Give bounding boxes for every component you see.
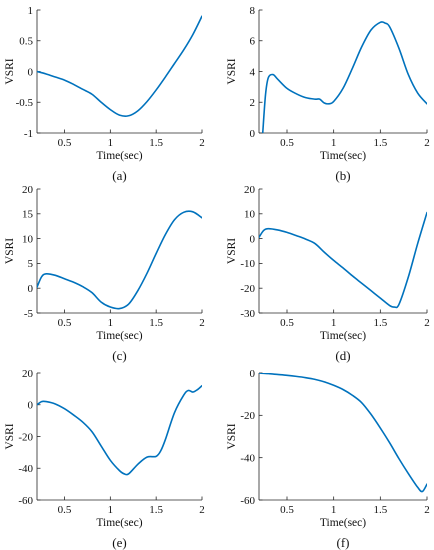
y-tick-label: 8 xyxy=(250,5,256,17)
x-axis-label: Time(sec) xyxy=(320,517,366,529)
y-tick-label: 4 xyxy=(250,66,256,78)
subplot-5: -60 -40 -20 0 20 0.5 1 1.5 2 Time(sec) VSRI (e) xyxy=(4,368,205,550)
y-axis-label: VSRI xyxy=(4,238,16,264)
y-tick-label: 0.5 xyxy=(19,36,33,48)
y-tick-label: 0 xyxy=(250,368,256,380)
x-tick-label: 0.5 xyxy=(280,317,294,329)
x-tick-label: 0.5 xyxy=(58,504,72,516)
x-tick-label: 1 xyxy=(331,137,337,149)
subplot-3: -5 0 5 10 15 20 0.5 1 1.5 2 Time(sec) VSRI (c) xyxy=(4,184,205,363)
y-tick-label: -40 xyxy=(18,463,33,475)
series-line xyxy=(261,21,427,133)
panel-label: (a) xyxy=(112,168,126,183)
x-tick-label: 0.5 xyxy=(280,137,294,149)
y-tick-label: 5 xyxy=(28,258,34,270)
x-axis-label: Time(sec) xyxy=(320,330,366,342)
x-tick-label: 1.5 xyxy=(149,504,163,516)
series-line xyxy=(37,384,202,476)
y-tick-label: -20 xyxy=(240,283,255,295)
x-tick-label: 1.5 xyxy=(149,317,163,329)
panel-label: (f) xyxy=(337,535,350,550)
subplot-1: -1 -0.5 0 0.5 1 0.5 1 1.5 2 Time(sec) VSRI (a) xyxy=(4,5,205,183)
x-tick-label: 1 xyxy=(108,317,114,329)
y-tick-label: -5 xyxy=(24,308,34,320)
y-tick-label: 10 xyxy=(22,233,34,245)
panel-label: (b) xyxy=(335,168,350,183)
y-tick-label: -40 xyxy=(240,452,255,464)
y-tick-label: -0.5 xyxy=(16,97,34,109)
x-tick-label: 1 xyxy=(331,317,337,329)
x-tick-label: 2 xyxy=(424,317,430,329)
x-tick-label: 1.5 xyxy=(373,504,387,516)
y-tick-label: -20 xyxy=(18,431,33,443)
x-tick-label: 2 xyxy=(199,137,205,149)
x-axis-label: Time(sec) xyxy=(96,330,142,342)
y-tick-label: -30 xyxy=(240,308,255,320)
y-tick-label: -60 xyxy=(240,495,255,507)
y-axis-label: VSRI xyxy=(226,423,238,449)
series-line xyxy=(259,211,427,309)
y-tick-label: -60 xyxy=(18,495,33,507)
y-tick-label: 6 xyxy=(250,36,256,48)
subplot-4: -30 -20 -10 0 10 20 0.5 1 1.5 2 Time(sec) VSRI (d) xyxy=(226,184,430,363)
y-axis-label: VSRI xyxy=(226,58,238,84)
y-tick-label: 0 xyxy=(250,128,256,140)
x-tick-label: 1 xyxy=(108,137,114,149)
y-axis-label: VSRI xyxy=(4,58,16,84)
y-tick-label: 2 xyxy=(250,97,256,109)
x-tick-label: 2 xyxy=(424,137,430,149)
x-tick-label: 1 xyxy=(331,504,337,516)
y-tick-label: 0 xyxy=(28,283,34,295)
y-axis-label: VSRI xyxy=(226,238,238,264)
x-tick-label: 2 xyxy=(424,504,430,516)
y-tick-label: 20 xyxy=(22,184,34,196)
x-tick-label: 0.5 xyxy=(280,504,294,516)
x-tick-label: 1.5 xyxy=(149,137,163,149)
x-tick-label: 0.5 xyxy=(58,137,72,149)
x-tick-label: 2 xyxy=(199,504,205,516)
y-tick-label: 1 xyxy=(28,5,34,17)
y-tick-label: 15 xyxy=(22,209,34,221)
x-tick-label: 0.5 xyxy=(58,317,72,329)
x-axis-label: Time(sec) xyxy=(96,517,142,529)
y-tick-label: -1 xyxy=(24,128,33,140)
subplot-2: 0 2 4 6 8 0.5 1 1.5 2 Time(sec) VSRI (b) xyxy=(226,5,430,183)
y-tick-label: -10 xyxy=(240,258,255,270)
y-tick-label: -20 xyxy=(240,410,255,422)
y-tick-label: 10 xyxy=(244,209,256,221)
subplot-6: -60 -40 -20 0 0.5 1 1.5 2 Time(sec) VSRI (f) xyxy=(226,368,430,550)
x-tick-label: 2 xyxy=(199,317,205,329)
x-tick-label: 1 xyxy=(108,504,114,516)
x-tick-label: 1.5 xyxy=(373,317,387,329)
panel-label: (d) xyxy=(335,348,350,363)
y-tick-label: 0 xyxy=(28,400,34,412)
y-tick-label: 0 xyxy=(250,233,256,245)
panel-label: (c) xyxy=(112,348,126,363)
panel-label: (e) xyxy=(112,535,126,550)
series-line xyxy=(37,210,202,310)
y-tick-label: 20 xyxy=(22,368,34,380)
y-axis-label: VSRI xyxy=(4,423,16,449)
x-tick-label: 1.5 xyxy=(373,137,387,149)
series-line xyxy=(259,373,427,493)
y-tick-label: 0 xyxy=(28,66,34,78)
y-tick-label: 20 xyxy=(244,184,256,196)
x-axis-label: Time(sec) xyxy=(320,150,366,162)
series-line xyxy=(37,15,202,117)
x-axis-label: Time(sec) xyxy=(96,150,142,162)
